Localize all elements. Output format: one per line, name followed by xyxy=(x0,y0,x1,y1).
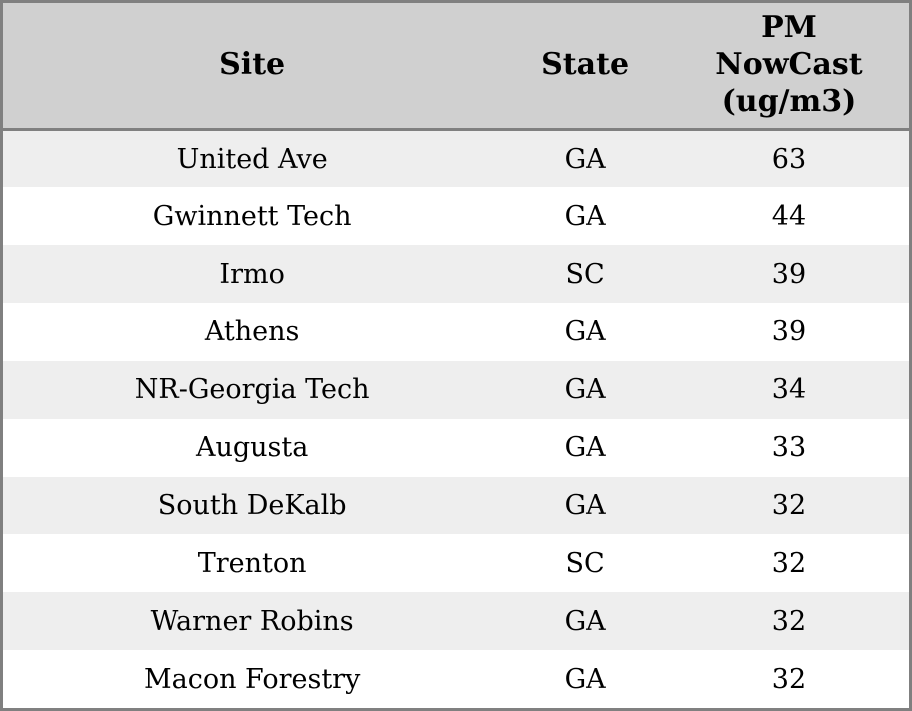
col-header-pm-nowcast: PM NowCast (ug/m3) xyxy=(668,3,909,131)
cell-state: GA xyxy=(564,432,606,464)
cell-state: GA xyxy=(564,663,606,695)
cell-site: Macon Forestry xyxy=(143,663,361,695)
table-row: Augusta GA 33 xyxy=(3,418,909,477)
cell-site: NR-Georgia Tech xyxy=(134,374,370,406)
cell-site: Irmo xyxy=(219,258,285,290)
table-row: Trenton SC 32 xyxy=(3,534,909,593)
cell-site: Gwinnett Tech xyxy=(152,200,352,232)
cell-pm: 44 xyxy=(771,200,807,232)
table-row: Macon Forestry GA 32 xyxy=(3,650,909,708)
cell-site: Athens xyxy=(204,316,300,348)
cell-state: GA xyxy=(564,200,606,232)
header-row: Site State PM NowCast (ug/m3) xyxy=(3,3,909,131)
table-row: Warner Robins GA 32 xyxy=(3,592,909,651)
cell-pm: 33 xyxy=(771,432,807,464)
cell-pm: 34 xyxy=(771,374,807,406)
table-row: Gwinnett Tech GA 44 xyxy=(3,187,909,246)
cell-site: Augusta xyxy=(195,432,309,464)
table-row: United Ave GA 63 xyxy=(3,129,909,188)
cell-pm: 39 xyxy=(771,258,807,290)
table-row: Athens GA 39 xyxy=(3,303,909,361)
table-row: NR-Georgia Tech GA 34 xyxy=(3,360,909,419)
cell-state: GA xyxy=(564,316,606,348)
cell-state: SC xyxy=(565,258,605,290)
cell-state: GA xyxy=(564,605,606,637)
cell-state: GA xyxy=(564,489,606,521)
cell-pm: 32 xyxy=(771,605,807,637)
col-header-state: State xyxy=(501,3,669,131)
cell-state: SC xyxy=(565,547,605,579)
cell-pm: 32 xyxy=(771,489,807,521)
cell-state: GA xyxy=(564,143,606,175)
cell-site: South DeKalb xyxy=(157,489,347,521)
cell-pm: 32 xyxy=(771,663,807,695)
cell-site: Warner Robins xyxy=(150,605,354,637)
table-row: Irmo SC 39 xyxy=(3,245,909,304)
pm-nowcast-table: Site State PM NowCast (ug/m3) United Ave… xyxy=(3,3,909,708)
col-header-site: Site xyxy=(3,3,502,131)
cell-pm: 39 xyxy=(771,316,807,348)
cell-site: United Ave xyxy=(176,143,328,175)
cell-site: Trenton xyxy=(197,547,307,579)
table-row: South DeKalb GA 32 xyxy=(3,476,909,535)
cell-pm: 32 xyxy=(771,547,807,579)
cell-pm: 63 xyxy=(771,143,807,175)
cell-state: GA xyxy=(564,374,606,406)
